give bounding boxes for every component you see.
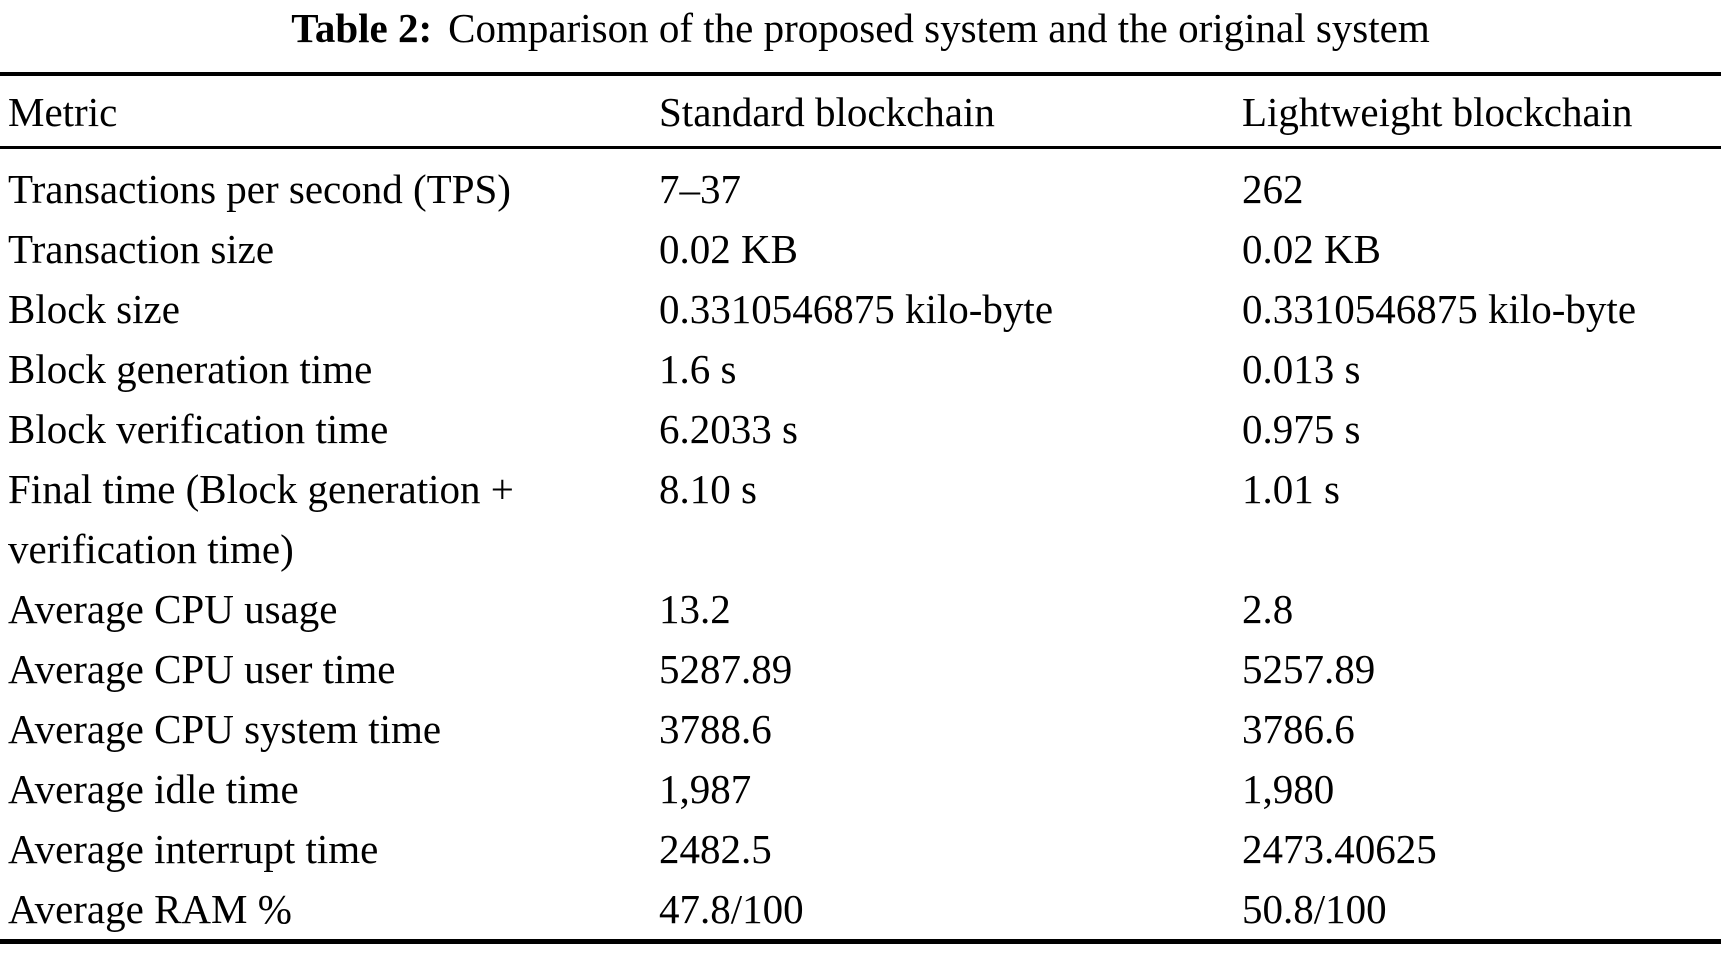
column-header-standard-blockchain: Standard blockchain <box>659 74 1242 149</box>
table-row: Average CPU user time 5287.89 5257.89 <box>0 639 1721 699</box>
cell-metric: Transactions per second (TPS) <box>8 166 511 212</box>
cell-lightweight-blockchain: 262 <box>1242 166 1304 212</box>
table-caption: Table 2: Comparison of the proposed syste… <box>0 4 1721 52</box>
cell-standard-blockchain: 5287.89 <box>659 646 793 692</box>
cell-standard-blockchain: 1.6 s <box>659 346 737 392</box>
cell-lightweight-blockchain: 0.975 s <box>1242 406 1361 452</box>
table-row: Average interrupt time 2482.5 2473.40625 <box>0 819 1721 879</box>
cell-lightweight-blockchain: 1.01 s <box>1242 466 1340 512</box>
cell-metric: Average CPU usage <box>8 586 338 632</box>
cell-lightweight-blockchain: 3786.6 <box>1242 706 1355 752</box>
cell-metric: Block generation time <box>8 346 373 392</box>
cell-standard-blockchain: 0.3310546875 kilo-byte <box>659 286 1054 332</box>
cell-standard-blockchain: 0.02 KB <box>659 226 798 272</box>
table-row: Average RAM % 47.8/100 50.8/100 <box>0 879 1721 942</box>
table-row: Block verification time 6.2033 s 0.975 s <box>0 399 1721 459</box>
table-row: Transaction size 0.02 KB 0.02 KB <box>0 219 1721 279</box>
cell-metric: Average RAM % <box>8 886 292 932</box>
cell-standard-blockchain: 8.10 s <box>659 466 757 512</box>
table-row: Transactions per second (TPS) 7–37 262 <box>0 148 1721 220</box>
cell-standard-blockchain: 1,987 <box>659 766 752 812</box>
cell-lightweight-blockchain: 5257.89 <box>1242 646 1376 692</box>
table-row: Block size 0.3310546875 kilo-byte 0.331054… <box>0 279 1721 339</box>
cell-lightweight-blockchain: 0.02 KB <box>1242 226 1381 272</box>
header-row: Metric Standard blockchain Lightweight b… <box>0 74 1721 149</box>
comparison-table: Metric Standard blockchain Lightweight b… <box>0 72 1721 944</box>
cell-metric: Average CPU system time <box>8 706 442 752</box>
cell-metric: Average CPU user time <box>8 646 396 692</box>
cell-standard-blockchain: 3788.6 <box>659 706 772 752</box>
table-row: Average CPU system time 3788.6 3786.6 <box>0 699 1721 759</box>
cell-standard-blockchain: 2482.5 <box>659 826 772 872</box>
table-row: Block generation time 1.6 s 0.013 s <box>0 339 1721 399</box>
cell-metric: Average interrupt time <box>8 826 379 872</box>
table-caption-label: Table 2: <box>291 5 433 51</box>
cell-lightweight-blockchain: 2473.40625 <box>1242 826 1437 872</box>
cell-metric: Final time (Block generation + verificat… <box>8 466 514 572</box>
column-header-lightweight-blockchain: Lightweight blockchain <box>1242 74 1721 149</box>
cell-metric: Transaction size <box>8 226 275 272</box>
table-body: Transactions per second (TPS) 7–37 262 Tran… <box>0 148 1721 942</box>
cell-standard-blockchain: 13.2 <box>659 586 731 632</box>
cell-standard-blockchain: 47.8/100 <box>659 886 804 932</box>
table-row: Average idle time 1,987 1,980 <box>0 759 1721 819</box>
cell-metric: Average idle time <box>8 766 299 812</box>
cell-metric: Block verification time <box>8 406 389 452</box>
cell-metric: Block size <box>8 286 180 332</box>
cell-lightweight-blockchain: 50.8/100 <box>1242 886 1387 932</box>
cell-standard-blockchain: 6.2033 s <box>659 406 798 452</box>
cell-lightweight-blockchain: 2.8 <box>1242 586 1294 632</box>
cell-lightweight-blockchain: 1,980 <box>1242 766 1335 812</box>
cell-lightweight-blockchain: 0.3310546875 kilo-byte <box>1242 286 1637 332</box>
cell-standard-blockchain: 7–37 <box>659 166 741 212</box>
cell-lightweight-blockchain: 0.013 s <box>1242 346 1361 392</box>
table-row: Final time (Block generation + verificat… <box>0 459 1721 579</box>
column-header-metric: Metric <box>0 74 659 149</box>
table-row: Average CPU usage 13.2 2.8 <box>0 579 1721 639</box>
table-caption-text: Comparison of the proposed system and th… <box>448 5 1430 51</box>
